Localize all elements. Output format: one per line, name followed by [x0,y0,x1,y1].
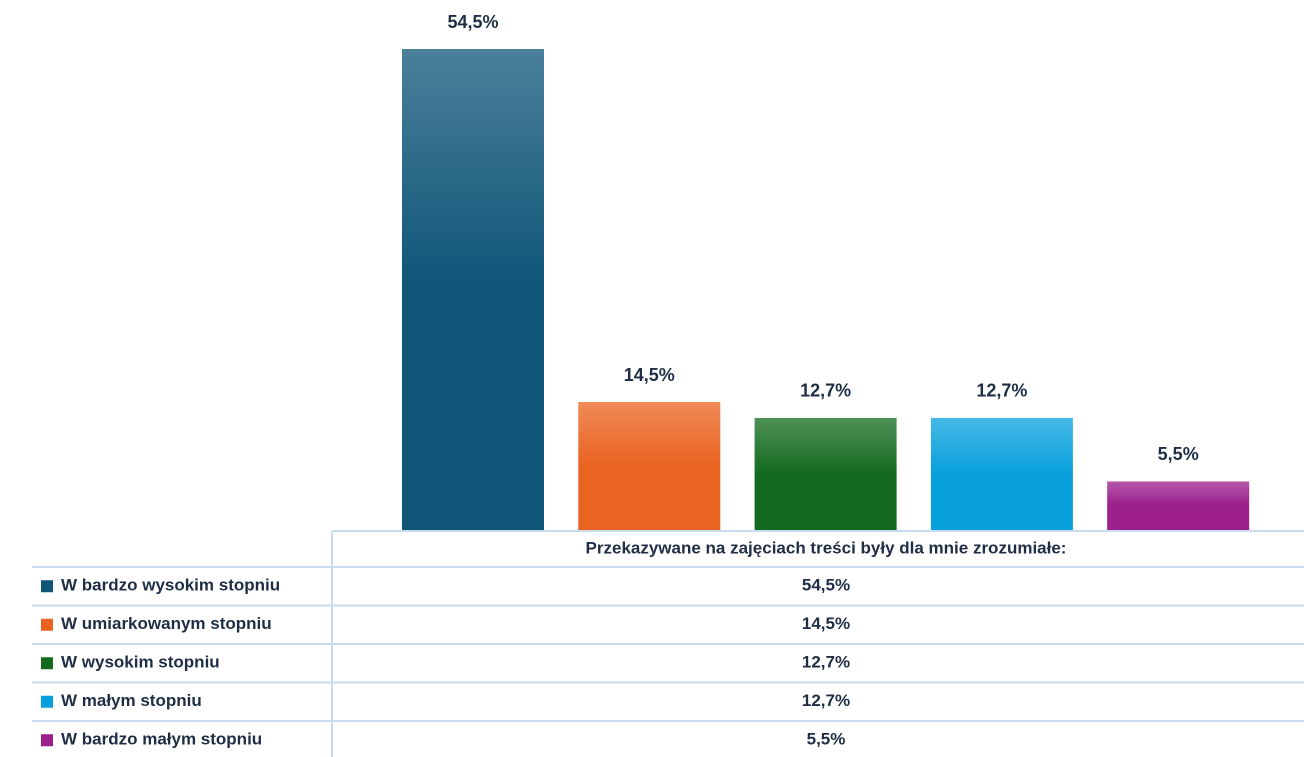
legend-label: W małym stopniu [61,691,202,710]
legend-swatch [41,657,53,670]
table-header: Przekazywane na zajęciach treści były dl… [586,538,1067,557]
legend-label: W bardzo wysokim stopniu [61,576,280,595]
table-value: 54,5% [802,576,850,595]
bar [754,417,897,530]
table-value: 14,5% [802,614,850,633]
bar [402,49,544,530]
legend-label: W umiarkowanym stopniu [61,614,272,633]
data-label: 12,7% [976,381,1027,401]
table-value: 12,7% [802,691,850,710]
legend-swatch [41,695,53,708]
bar [1107,481,1250,530]
legend-swatch [41,734,53,747]
legend-swatch [41,580,53,593]
bar [930,417,1073,530]
data-label: 14,5% [624,365,675,385]
data-label: 54,5% [447,12,498,32]
data-label: 5,5% [1158,444,1199,464]
table-value: 12,7% [802,653,850,672]
bar [578,402,721,530]
legend-swatch [41,618,53,631]
legend-label: W bardzo małym stopniu [61,730,262,749]
data-label: 12,7% [800,381,851,401]
table-value: 5,5% [807,730,846,749]
legend-label: W wysokim stopniu [61,653,220,672]
